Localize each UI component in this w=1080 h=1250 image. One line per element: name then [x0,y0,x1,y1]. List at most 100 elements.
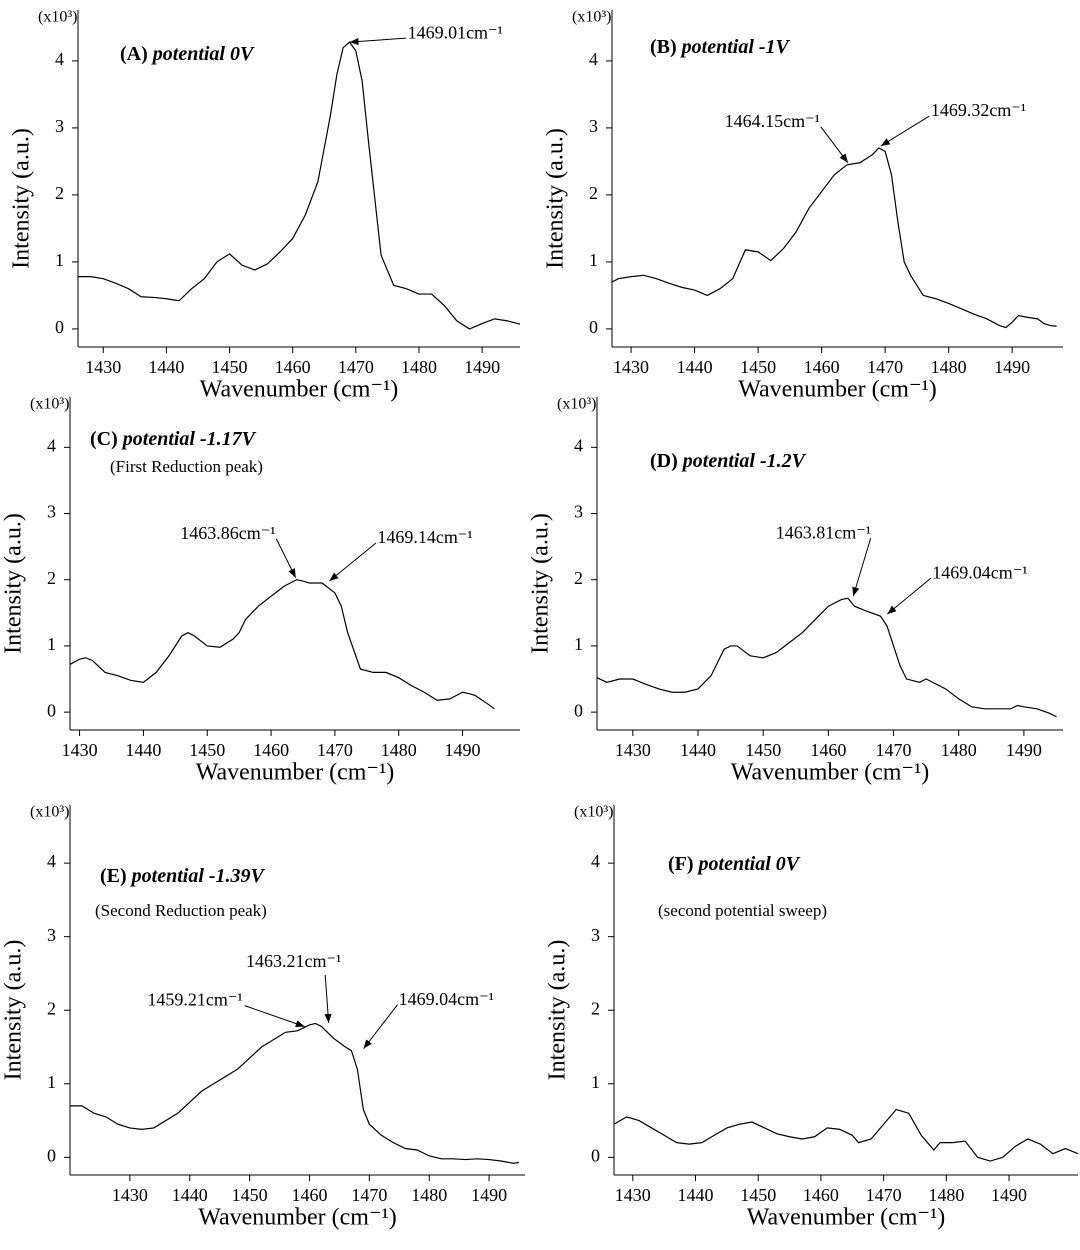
annotation-label: 1469.01cm⁻¹ [408,22,503,42]
x-tick-label: 1480 [401,357,437,377]
y-tick-label: 4 [47,435,56,455]
x-tick-label: 1490 [1006,740,1042,760]
x-tick-label: 1430 [613,357,649,377]
y-multiplier: (x10³) [557,396,596,413]
panel-label: (F) [668,853,694,875]
y-tick-label: 2 [591,998,600,1018]
x-tick-label: 1480 [381,740,417,760]
x-tick-label: 1460 [803,1185,839,1205]
x-tick-label: 1460 [291,1185,327,1205]
annotation-label: 1459.21cm⁻¹ [147,990,242,1010]
y-axis-label: Intensity (a.u.) [1,940,27,1081]
x-tick-label: 1480 [928,1185,964,1205]
y-tick-label: 3 [47,925,56,945]
x-tick-label: 1470 [876,740,912,760]
x-axis-label: Wavenumber (cm⁻¹) [731,760,930,786]
y-tick-label: 0 [47,700,56,720]
annotation-label: 1469.32cm⁻¹ [931,100,1026,120]
y-multiplier: (x10³) [574,804,613,821]
x-tick-label: 1490 [471,1185,507,1205]
x-tick-label: 1440 [678,1185,714,1205]
y-multiplier: (x10³) [572,9,611,26]
y-axis-label: Intensity (a.u.) [543,128,569,269]
y-tick-label: 3 [574,502,583,522]
x-tick-label: 1440 [677,357,713,377]
y-tick-label: 1 [591,1072,600,1092]
x-tick-label: 1460 [275,357,311,377]
panel-title-text: potential -1V [680,36,791,58]
panel-title-text: potential -1.2V [681,450,807,472]
x-tick-label: 1470 [317,740,353,760]
x-tick-label: 1480 [941,740,977,760]
y-tick-label: 1 [589,250,598,270]
x-tick-label: 1490 [994,357,1030,377]
panel-title: (D) potential -1.2V [650,450,807,472]
annotation-arrow [886,577,932,615]
x-tick-label: 1430 [615,740,651,760]
annotation-arrow [363,1004,398,1049]
x-tick-label: 1460 [810,740,846,760]
spectrum-line [613,1108,1079,1162]
x-axis-label: Wavenumber (cm⁻¹) [200,377,399,403]
annotation-arrow [244,1005,305,1028]
y-tick-label: 3 [47,502,56,522]
x-tick-label: 1440 [148,357,184,377]
x-tick-label: 1490 [991,1185,1027,1205]
panel-subtitle: (second potential sweep) [658,901,827,920]
x-tick-label: 1460 [804,357,840,377]
x-tick-label: 1490 [464,357,500,377]
x-tick-label: 1470 [866,1185,902,1205]
y-tick-label: 4 [591,851,600,871]
panel-title: (C) potential -1.17V [90,428,257,450]
y-tick-label: 0 [574,700,583,720]
y-tick-label: 3 [55,116,64,136]
y-tick-label: 2 [55,183,64,203]
y-tick-label: 0 [591,1145,600,1165]
y-multiplier: (x10³) [30,396,69,413]
spectrum-line [611,147,1057,329]
annotation-arrow [880,115,930,147]
annotation-label: 1463.21cm⁻¹ [246,951,341,971]
panel-label: (C) [90,428,118,450]
x-tick-label: 1450 [212,357,248,377]
y-tick-label: 3 [589,116,598,136]
y-tick-label: 4 [47,851,56,871]
y-tick-label: 2 [574,568,583,588]
y-tick-label: 1 [47,634,56,654]
panel-subtitle: (Second Reduction peak) [95,901,267,920]
panel-title: (A) potential 0V [120,43,255,65]
x-tick-label: 1440 [172,1185,208,1205]
y-tick-label: 4 [55,49,64,69]
y-axis-label: Intensity (a.u.) [9,128,35,269]
panel-title-text: potential 0V [697,853,801,875]
panel-title-text: potential -1.17V [121,428,257,450]
annotation-label: 1463.81cm⁻¹ [776,522,871,542]
y-tick-label: 0 [55,317,64,337]
spectrum-line [69,579,495,710]
y-axis-label: Intensity (a.u.) [528,513,554,654]
panel-label: (D) [650,450,678,472]
y-multiplier: (x10³) [30,804,69,821]
panel-label: (B) [650,36,677,58]
y-tick-label: 0 [589,317,598,337]
annotation-arrow [820,126,849,164]
annotation-label: 1469.04cm⁻¹ [399,989,494,1009]
y-multiplier: (x10³) [38,9,77,26]
x-axis-label: Wavenumber (cm⁻¹) [198,1205,397,1231]
x-tick-label: 1460 [253,740,289,760]
panel-label: (A) [120,43,148,65]
annotation-label: 1463.86cm⁻¹ [180,523,275,543]
x-tick-label: 1450 [745,740,781,760]
x-tick-label: 1430 [112,1185,148,1205]
annotation-label: 1469.04cm⁻¹ [932,562,1027,582]
x-axis-label: Wavenumber (cm⁻¹) [747,1205,946,1231]
y-tick-label: 2 [589,183,598,203]
x-tick-label: 1430 [85,357,121,377]
panel-title: (B) potential -1V [650,36,791,58]
x-tick-label: 1450 [740,1185,776,1205]
y-tick-label: 4 [589,49,598,69]
y-tick-label: 3 [591,925,600,945]
x-tick-label: 1430 [615,1185,651,1205]
x-tick-label: 1480 [931,357,967,377]
